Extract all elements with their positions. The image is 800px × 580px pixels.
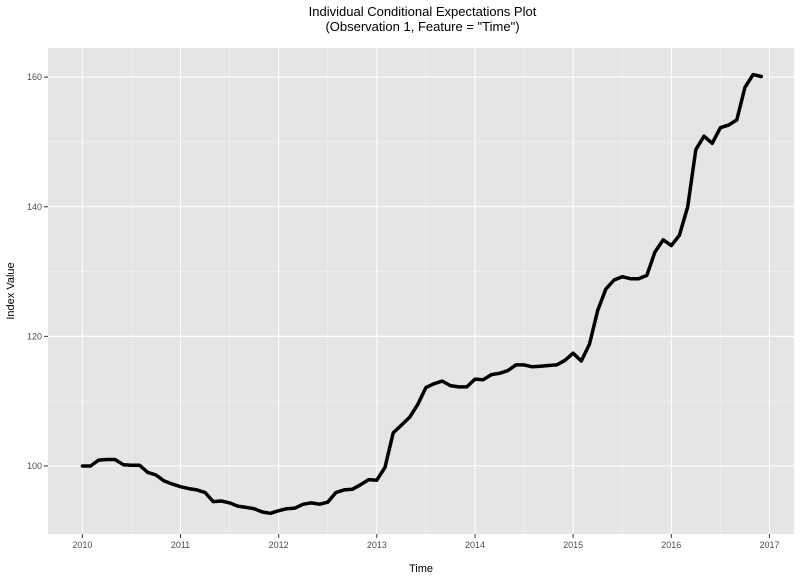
minor-gridlines <box>48 48 794 534</box>
y-tick-label: 120 <box>27 331 42 341</box>
x-axis-ticks: 2010 2011 2012 2013 2014 2015 2016 2017 <box>72 534 779 550</box>
y-tick-label: 160 <box>27 72 42 82</box>
major-gridlines <box>48 48 794 534</box>
x-tick-label: 2015 <box>563 540 583 550</box>
series-line <box>80 72 764 516</box>
plot-panel <box>48 48 794 534</box>
x-tick-label: 2014 <box>465 540 485 550</box>
y-axis-title: Index Value <box>5 262 17 319</box>
x-tick-label: 2012 <box>269 540 289 550</box>
x-tick-label: 2016 <box>661 540 681 550</box>
x-axis-title: Time <box>409 563 433 575</box>
x-tick-label: 2013 <box>367 540 387 550</box>
x-tick-label: 2011 <box>171 540 190 550</box>
x-tick-label: 2017 <box>759 540 779 550</box>
y-tick-label: 100 <box>27 461 42 471</box>
chart-subtitle: (Observation 1, Feature = "Time") <box>325 19 520 34</box>
x-tick-label: 2010 <box>72 540 92 550</box>
chart-title: Individual Conditional Expectations Plot <box>308 4 537 19</box>
y-axis-ticks: 100 120 140 160 <box>27 72 48 471</box>
y-tick-label: 140 <box>27 202 42 212</box>
